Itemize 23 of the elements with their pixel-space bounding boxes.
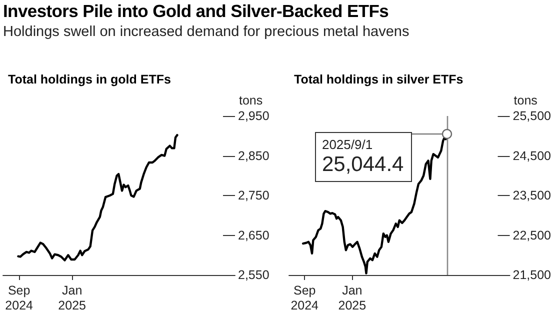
y-tick-label: 22,500	[512, 228, 552, 242]
y-tick-label: 23,500	[512, 188, 552, 202]
y-tick-label: 2,750	[238, 188, 270, 202]
y-tick-label: 2,650	[238, 228, 270, 242]
annotation: 25,044.4	[322, 153, 405, 178]
y-tick-label: 21,500	[512, 268, 552, 282]
text: Holdings swell on increased demand for precious metal havens	[3, 23, 410, 42]
y-tick-label: 24,500	[512, 148, 552, 163]
annotation: 2025/9/1	[322, 137, 374, 154]
x-tick-label: Sep 2024	[290, 284, 319, 312]
y-tick-label: 2,550	[238, 268, 270, 282]
y-tick-label: 2,950	[238, 109, 270, 123]
chart-title: Total holdings in silver ETFs	[294, 72, 464, 86]
y-axis-title: tons	[514, 94, 538, 108]
x-tick-label: Sep 2024	[5, 284, 34, 312]
y-tick-label: 2,850	[238, 148, 270, 163]
x-tick-label: Jan 2025	[338, 284, 366, 312]
y-axis-title: tons	[239, 94, 263, 108]
x-tick-label: Jan 2025	[58, 284, 86, 312]
text: Investors Pile into Gold and Silver-Backed ETFs	[3, 0, 390, 22]
y-tick-label: 25,500	[512, 109, 552, 123]
line-series	[17, 134, 178, 262]
chart-title: Total holdings in gold ETFs	[8, 72, 171, 86]
